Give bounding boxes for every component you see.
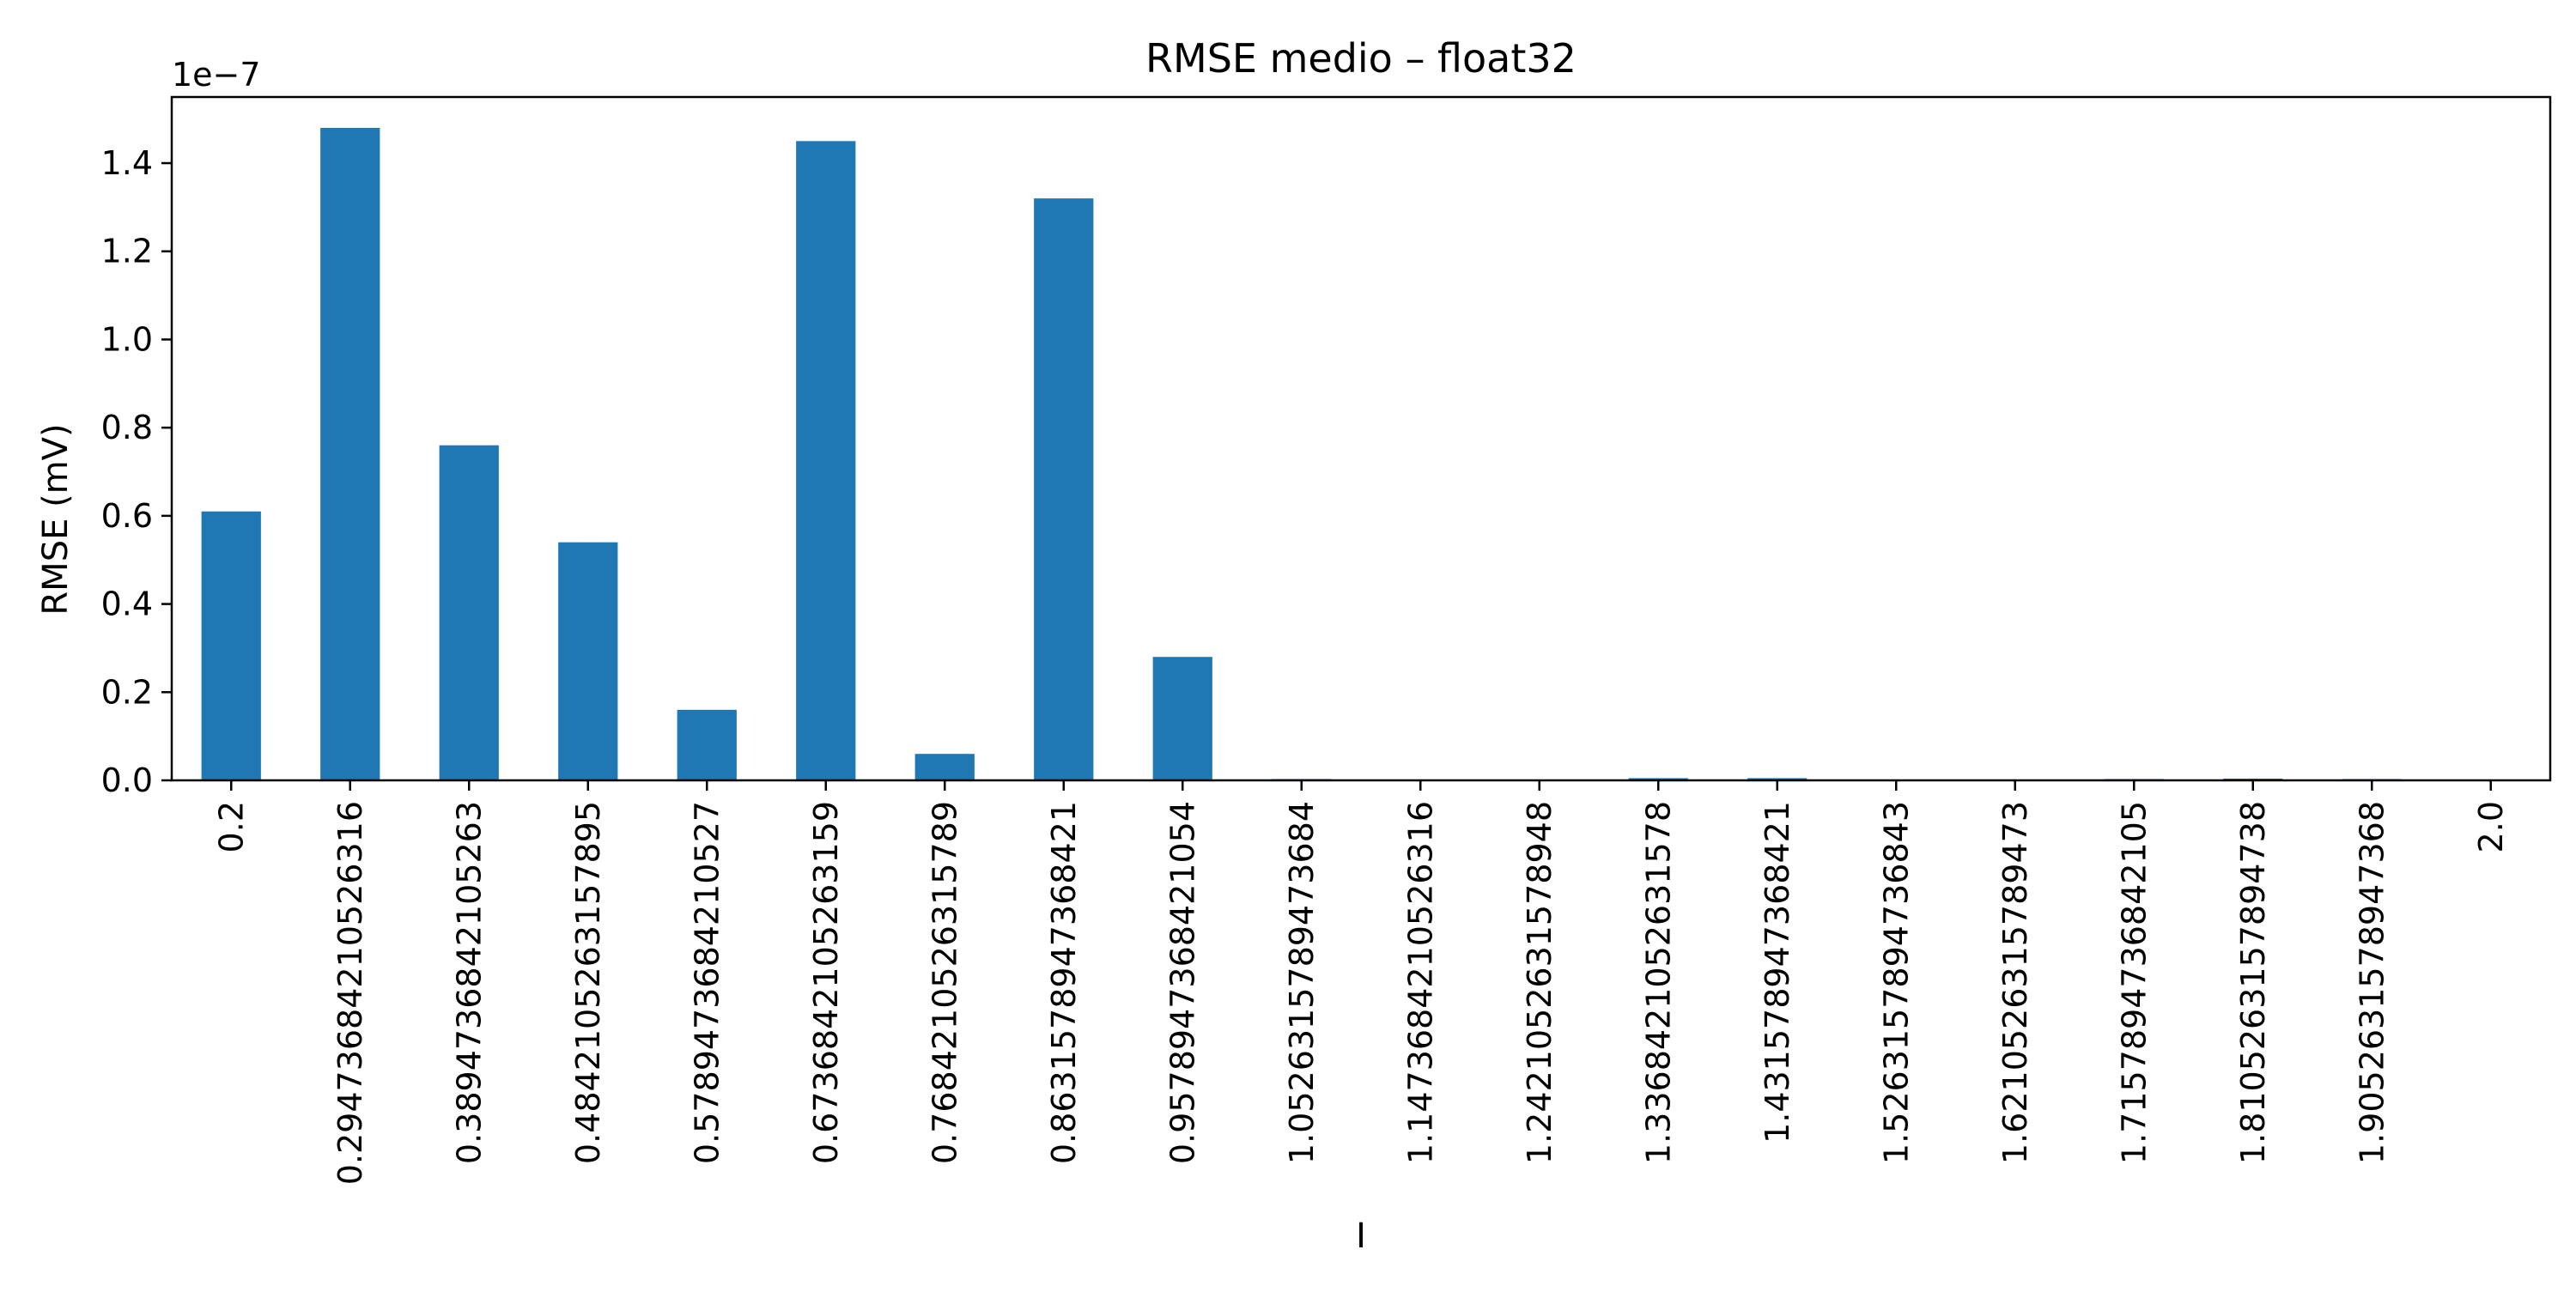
chart-title: RMSE medio – float32 <box>1145 35 1577 82</box>
bar-3 <box>558 542 618 780</box>
bar-12 <box>1628 778 1688 780</box>
y-tick-label-6: 1.2 <box>101 233 153 270</box>
bar-0 <box>201 511 261 780</box>
x-tick-label-2: 0.3894736842105263 <box>450 801 488 1164</box>
x-tick-label-18: 1.9052631578947368 <box>2353 801 2391 1164</box>
x-tick-label-19: 2.0 <box>2472 801 2510 852</box>
x-axis-label: I <box>1356 1216 1366 1256</box>
x-tick-label-3: 0.4842105263157895 <box>569 801 607 1164</box>
bar-7 <box>1034 198 1094 780</box>
x-tick-label-1: 0.29473684210526316 <box>331 801 369 1185</box>
x-tick-label-9: 1.0526315789473684 <box>1283 801 1321 1164</box>
x-tick-label-6: 0.7684210526315789 <box>926 801 963 1164</box>
plot-frame <box>170 95 2552 782</box>
bar-5 <box>796 141 856 781</box>
bar-4 <box>677 709 737 780</box>
x-tick-label-12: 1.3368421052631578 <box>1639 801 1677 1164</box>
y-tick-label-3: 0.6 <box>101 497 153 535</box>
x-tick-label-14: 1.5263157894736843 <box>1877 801 1915 1164</box>
x-tick-label-16: 1.7157894736842105 <box>2115 801 2153 1164</box>
bar-13 <box>1747 778 1807 780</box>
y-tick-label-5: 1.0 <box>101 320 153 358</box>
x-tick-label-0: 0.2 <box>212 801 250 852</box>
y-tick-label-7: 1.4 <box>101 144 153 182</box>
x-tick-label-5: 0.6736842105263159 <box>807 801 845 1164</box>
bar-2 <box>439 445 499 780</box>
x-tick-label-8: 0.9578947368421054 <box>1163 801 1201 1164</box>
y-axis-ticks: 0.0 0.2 0.4 0.6 0.8 1.0 1.2 1.4 <box>101 144 172 799</box>
bar-6 <box>914 754 975 780</box>
x-tick-label-4: 0.5789473684210527 <box>688 801 726 1164</box>
y-tick-label-1: 0.2 <box>101 673 153 711</box>
y-tick-label-4: 0.8 <box>101 409 153 446</box>
bar-8 <box>1152 657 1212 780</box>
y-tick-label-2: 0.4 <box>101 585 153 623</box>
bars <box>201 127 2402 781</box>
y-axis-offset-label: 1e−7 <box>172 56 261 94</box>
x-tick-label-10: 1.1473684210526316 <box>1401 801 1439 1164</box>
y-tick-label-0: 0.0 <box>101 761 153 799</box>
x-tick-label-11: 1.2421052631578948 <box>1521 801 1558 1164</box>
y-axis-label: RMSE (mV) <box>36 423 76 615</box>
x-tick-label-13: 1.431578947368421 <box>1759 801 1796 1143</box>
x-axis-ticks: 0.2 0.29473684210526316 0.3894736842105263… <box>212 780 2510 1185</box>
x-tick-label-17: 1.8105263157894738 <box>2234 801 2272 1164</box>
bar-1 <box>320 127 380 780</box>
x-tick-label-7: 0.8631578947368421 <box>1045 801 1083 1164</box>
x-tick-label-15: 1.6210526315789473 <box>1996 801 2034 1164</box>
